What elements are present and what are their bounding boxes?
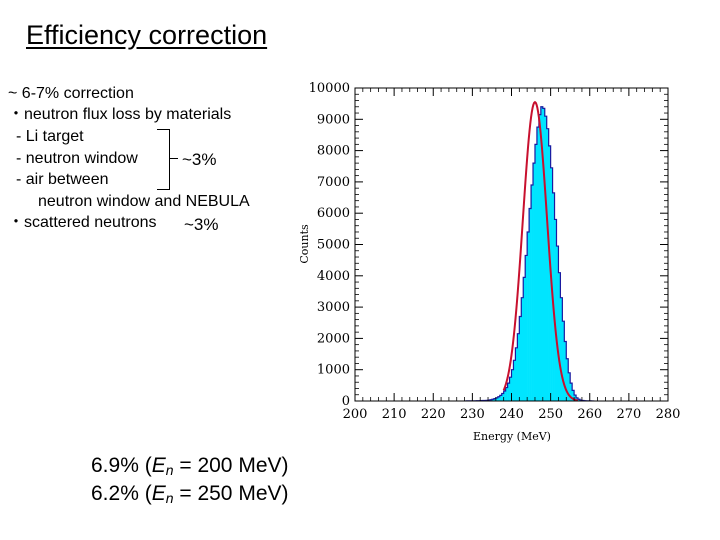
energy-histogram: 200 210 220 230 240 250 260 270 280 0 1000 2000 3000…: [298, 81, 681, 443]
x-tick-label: 270: [616, 407, 641, 422]
histogram-bin: [531, 185, 534, 401]
bracket-note: ~3%: [182, 150, 217, 169]
histogram-bin: [542, 108, 546, 401]
histogram-bin: [552, 192, 555, 401]
histogram-bin: [562, 321, 565, 401]
efficiency-condition: = 200 MeV): [173, 454, 289, 477]
histogram-bin: [527, 231, 530, 401]
histogram-bin: [536, 127, 540, 401]
energy-sub: n: [165, 490, 174, 506]
histogram-bin: [505, 387, 508, 401]
y-tick-label: 0: [342, 394, 350, 409]
histogram-bin: [515, 347, 518, 401]
bullet-li-target: - Li target: [16, 128, 84, 145]
y-tick-label: 10000: [309, 81, 350, 96]
histogram-bin: [568, 372, 571, 401]
histogram-bin: [521, 297, 524, 401]
histogram-bin: [533, 163, 536, 401]
x-tick-label: 280: [656, 407, 681, 422]
histogram-bin: [517, 333, 520, 401]
histogram-bin: [513, 360, 516, 401]
histogram-bin: [538, 114, 542, 402]
histogram-bin: [495, 397, 499, 401]
histogram-bin: [564, 341, 567, 401]
y-tick-label: 7000: [317, 175, 350, 190]
efficiency-line-200: 6.9% (En = 200 MeV): [91, 453, 289, 483]
histogram-bin: [523, 277, 526, 401]
histogram-bin: [501, 393, 504, 401]
y-tick-label: 8000: [317, 144, 350, 159]
fit-curve: [502, 100, 579, 402]
histogram-bin: [578, 399, 581, 401]
histogram-bin: [503, 390, 506, 401]
histogram-bin: [507, 383, 510, 401]
histogram-bin: [499, 395, 503, 401]
y-tick-label: 4000: [317, 269, 350, 284]
histogram-bin: [529, 208, 532, 401]
efficiency-line-250: 6.2% (En = 250 MeV): [91, 481, 289, 511]
x-axis-label: Energy (MeV): [473, 430, 551, 443]
efficiency-value: 6.2% (: [91, 482, 152, 505]
y-tick-label: 2000: [317, 331, 350, 346]
histogram-bin: [558, 272, 561, 401]
y-tick-label: 9000: [317, 112, 350, 127]
efficiency-value: 6.9% (: [91, 454, 152, 477]
energy-var: E: [151, 482, 166, 505]
histogram-bin: [574, 395, 577, 401]
y-axis-label: Counts: [298, 224, 311, 264]
x-tick-label: 250: [538, 407, 563, 422]
bullet-window-nebula: neutron window and NEBULA: [38, 193, 250, 210]
efficiency-condition: = 250 MeV): [173, 482, 289, 505]
histogram-bin: [489, 399, 493, 401]
histogram-bin: [572, 390, 575, 401]
histogram-bin: [511, 369, 514, 401]
x-tick-label: 210: [382, 407, 407, 422]
histogram-bin: [544, 116, 548, 402]
bullet-scattered: ・scattered neutrons: [8, 214, 157, 231]
histogram-bin: [570, 383, 573, 401]
x-tick-label: 240: [499, 407, 524, 422]
x-tick-label: 200: [343, 407, 368, 422]
material-bracket: [157, 129, 170, 190]
histogram-bin: [525, 255, 528, 401]
bullet-air-between: - air between: [16, 171, 109, 188]
bullet-correction: ~ 6-7% correction: [8, 85, 134, 102]
material-bracket-tick: [170, 158, 178, 159]
histogram-bin: [566, 358, 569, 401]
histogram-bin: [556, 246, 559, 401]
histogram-bin: [554, 219, 557, 401]
histogram-bin: [548, 145, 551, 401]
histogram-bin: [534, 144, 538, 401]
histogram-bin: [491, 399, 495, 401]
histogram-bin: [519, 316, 522, 401]
y-tick-label: 3000: [317, 300, 350, 315]
bullet-flux-loss: ・neutron flux loss by materials: [8, 106, 232, 123]
energy-sub: n: [165, 462, 174, 478]
histogram-bin: [540, 106, 544, 401]
histogram-bin: [497, 396, 501, 401]
x-tick-label: 220: [421, 407, 446, 422]
histogram-bin: [493, 398, 497, 401]
y-tick-label: 5000: [317, 238, 350, 253]
histogram-outline: [463, 106, 595, 402]
scattered-note: ~3%: [184, 215, 219, 234]
y-tick-label: 1000: [317, 363, 350, 378]
histogram-bin: [560, 297, 563, 401]
y-tick-label: 6000: [317, 206, 350, 221]
bullet-neutron-window: - neutron window: [16, 150, 138, 167]
energy-var: E: [151, 454, 166, 477]
x-tick-label: 230: [460, 407, 485, 422]
x-tick-label: 260: [577, 407, 602, 422]
page-title: Efficiency correction: [26, 20, 268, 50]
histogram-bin: [509, 377, 512, 401]
histogram-bin: [546, 128, 549, 401]
